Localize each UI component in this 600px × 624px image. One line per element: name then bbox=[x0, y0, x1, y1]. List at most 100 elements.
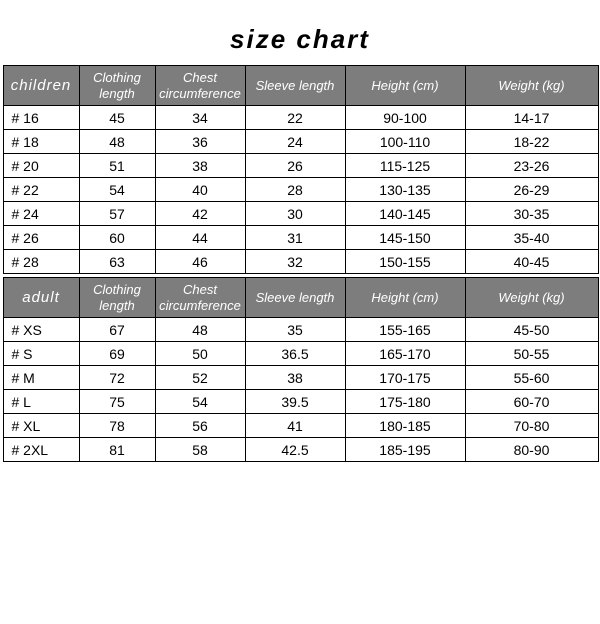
cell-height: 180-185 bbox=[345, 414, 465, 438]
adult-table: adult Clothing length Chest circumferenc… bbox=[3, 277, 599, 462]
cell-sleeve: 22 bbox=[245, 106, 345, 130]
cell-clothing: 63 bbox=[79, 250, 155, 274]
children-tbody: # 16 45 34 22 90-100 14-17 # 18 48 36 24… bbox=[3, 106, 598, 274]
cell-chest: 40 bbox=[155, 178, 245, 202]
cell-sleeve: 42.5 bbox=[245, 438, 345, 462]
cell-height: 100-110 bbox=[345, 130, 465, 154]
cell-clothing: 48 bbox=[79, 130, 155, 154]
cell-size: # L bbox=[3, 390, 79, 414]
table-row: # 2XL 81 58 42.5 185-195 80-90 bbox=[3, 438, 598, 462]
children-table-wrap: children Clothing length Chest circumfer… bbox=[3, 65, 598, 274]
cell-clothing: 72 bbox=[79, 366, 155, 390]
cell-height: 155-165 bbox=[345, 318, 465, 342]
children-header-row: children Clothing length Chest circumfer… bbox=[3, 66, 598, 106]
cell-size: # 20 bbox=[3, 154, 79, 178]
col-height: Height (cm) bbox=[345, 278, 465, 318]
col-clothing-length: Clothing length bbox=[79, 278, 155, 318]
cell-clothing: 67 bbox=[79, 318, 155, 342]
col-weight: Weight (kg) bbox=[465, 66, 598, 106]
cell-size: # 22 bbox=[3, 178, 79, 202]
cell-chest: 56 bbox=[155, 414, 245, 438]
cell-height: 175-180 bbox=[345, 390, 465, 414]
cell-weight: 18-22 bbox=[465, 130, 598, 154]
cell-clothing: 45 bbox=[79, 106, 155, 130]
cell-weight: 50-55 bbox=[465, 342, 598, 366]
cell-clothing: 57 bbox=[79, 202, 155, 226]
cell-sleeve: 38 bbox=[245, 366, 345, 390]
cell-chest: 46 bbox=[155, 250, 245, 274]
cell-height: 165-170 bbox=[345, 342, 465, 366]
col-weight: Weight (kg) bbox=[465, 278, 598, 318]
cell-height: 170-175 bbox=[345, 366, 465, 390]
table-row: # 20 51 38 26 115-125 23-26 bbox=[3, 154, 598, 178]
cell-height: 130-135 bbox=[345, 178, 465, 202]
cell-height: 140-145 bbox=[345, 202, 465, 226]
col-height: Height (cm) bbox=[345, 66, 465, 106]
cell-chest: 44 bbox=[155, 226, 245, 250]
cell-height: 185-195 bbox=[345, 438, 465, 462]
cell-size: # XS bbox=[3, 318, 79, 342]
cell-size: # 16 bbox=[3, 106, 79, 130]
cell-size: # XL bbox=[3, 414, 79, 438]
cell-clothing: 60 bbox=[79, 226, 155, 250]
cell-size: # 26 bbox=[3, 226, 79, 250]
cell-chest: 48 bbox=[155, 318, 245, 342]
cell-clothing: 51 bbox=[79, 154, 155, 178]
cell-height: 115-125 bbox=[345, 154, 465, 178]
table-row: # 22 54 40 28 130-135 26-29 bbox=[3, 178, 598, 202]
col-sleeve: Sleeve length bbox=[245, 278, 345, 318]
table-row: # 26 60 44 31 145-150 35-40 bbox=[3, 226, 598, 250]
cell-height: 150-155 bbox=[345, 250, 465, 274]
table-row: # XS 67 48 35 155-165 45-50 bbox=[3, 318, 598, 342]
cell-size: # 28 bbox=[3, 250, 79, 274]
cell-sleeve: 32 bbox=[245, 250, 345, 274]
col-chest: Chest circumference bbox=[155, 278, 245, 318]
cell-chest: 58 bbox=[155, 438, 245, 462]
cell-chest: 54 bbox=[155, 390, 245, 414]
cell-sleeve: 31 bbox=[245, 226, 345, 250]
table-row: # 16 45 34 22 90-100 14-17 bbox=[3, 106, 598, 130]
cell-weight: 45-50 bbox=[465, 318, 598, 342]
cell-height: 90-100 bbox=[345, 106, 465, 130]
table-row: # XL 78 56 41 180-185 70-80 bbox=[3, 414, 598, 438]
cell-sleeve: 30 bbox=[245, 202, 345, 226]
page-title: size chart bbox=[0, 24, 600, 55]
cell-chest: 50 bbox=[155, 342, 245, 366]
adult-tbody: # XS 67 48 35 155-165 45-50 # S 69 50 36… bbox=[3, 318, 598, 462]
cell-weight: 55-60 bbox=[465, 366, 598, 390]
cell-size: # M bbox=[3, 366, 79, 390]
cell-weight: 40-45 bbox=[465, 250, 598, 274]
table-row: # 18 48 36 24 100-110 18-22 bbox=[3, 130, 598, 154]
cell-sleeve: 39.5 bbox=[245, 390, 345, 414]
cell-chest: 42 bbox=[155, 202, 245, 226]
cell-clothing: 54 bbox=[79, 178, 155, 202]
cell-height: 145-150 bbox=[345, 226, 465, 250]
cell-sleeve: 26 bbox=[245, 154, 345, 178]
cell-sleeve: 28 bbox=[245, 178, 345, 202]
col-clothing-length: Clothing length bbox=[79, 66, 155, 106]
table-row: # 24 57 42 30 140-145 30-35 bbox=[3, 202, 598, 226]
cell-chest: 52 bbox=[155, 366, 245, 390]
table-row: # S 69 50 36.5 165-170 50-55 bbox=[3, 342, 598, 366]
cell-chest: 38 bbox=[155, 154, 245, 178]
adult-table-wrap: adult Clothing length Chest circumferenc… bbox=[3, 277, 598, 462]
adult-group-label: adult bbox=[3, 278, 79, 318]
cell-clothing: 78 bbox=[79, 414, 155, 438]
col-chest: Chest circumference bbox=[155, 66, 245, 106]
cell-weight: 30-35 bbox=[465, 202, 598, 226]
cell-weight: 60-70 bbox=[465, 390, 598, 414]
table-row: # L 75 54 39.5 175-180 60-70 bbox=[3, 390, 598, 414]
cell-clothing: 75 bbox=[79, 390, 155, 414]
cell-size: # 18 bbox=[3, 130, 79, 154]
children-group-label: children bbox=[3, 66, 79, 106]
cell-sleeve: 36.5 bbox=[245, 342, 345, 366]
cell-weight: 14-17 bbox=[465, 106, 598, 130]
table-row: # M 72 52 38 170-175 55-60 bbox=[3, 366, 598, 390]
col-sleeve: Sleeve length bbox=[245, 66, 345, 106]
table-row: # 28 63 46 32 150-155 40-45 bbox=[3, 250, 598, 274]
size-chart-page: size chart children Clothing length Ches… bbox=[0, 24, 600, 624]
cell-sleeve: 24 bbox=[245, 130, 345, 154]
cell-weight: 26-29 bbox=[465, 178, 598, 202]
cell-size: # 2XL bbox=[3, 438, 79, 462]
cell-weight: 23-26 bbox=[465, 154, 598, 178]
